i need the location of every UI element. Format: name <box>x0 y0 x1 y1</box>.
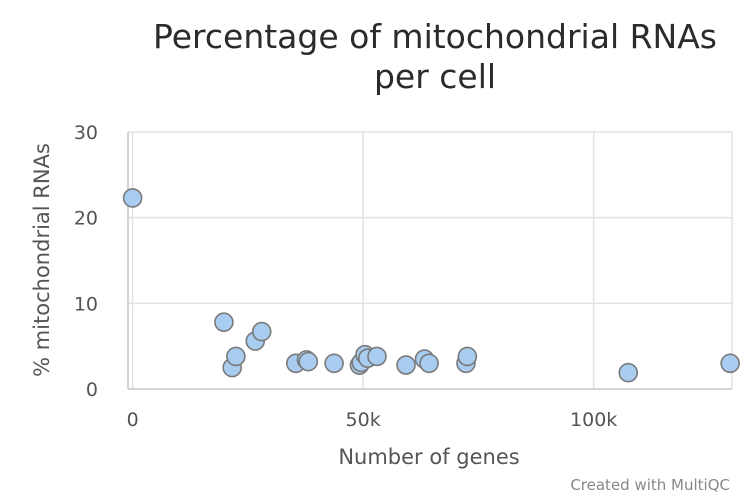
data-point[interactable] <box>618 362 639 383</box>
data-point[interactable] <box>298 351 319 372</box>
y-tick-label: 0 <box>86 379 98 401</box>
data-point[interactable] <box>367 346 387 367</box>
chart-subtitle: per cell <box>374 57 496 96</box>
x-tick-label: 100k <box>570 409 617 431</box>
data-point[interactable] <box>457 346 478 367</box>
x-tick-label: 0 <box>127 409 139 431</box>
y-tick-label: 30 <box>74 122 98 144</box>
data-point[interactable] <box>122 188 143 208</box>
data-point[interactable] <box>324 353 344 374</box>
x-tick-label: 50k <box>346 409 381 431</box>
axes <box>127 132 732 390</box>
data-point[interactable] <box>251 321 272 342</box>
y-tick-label: 10 <box>74 293 98 315</box>
data-points <box>122 188 740 383</box>
data-point[interactable] <box>720 353 740 374</box>
chart-title: Percentage of mitochondrial RNAs <box>153 17 717 56</box>
data-point[interactable] <box>226 346 246 367</box>
grid <box>128 131 733 389</box>
data-point[interactable] <box>214 312 234 332</box>
y-axis-label: % mitochondrial RNAs <box>30 143 54 377</box>
data-point[interactable] <box>419 353 439 374</box>
credits-text[interactable]: Created with MultiQC <box>570 476 730 494</box>
y-tick-label: 20 <box>74 208 98 230</box>
x-axis-label: Number of genes <box>338 445 519 469</box>
tick-labels: 0 10 20 30 0 50k 100k <box>74 122 618 431</box>
data-point[interactable] <box>396 355 416 375</box>
